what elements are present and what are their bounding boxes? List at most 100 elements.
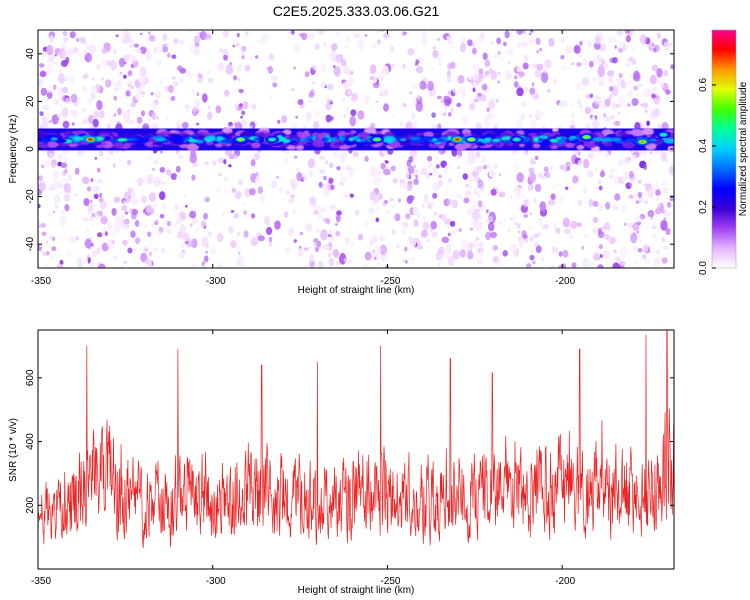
spectrogram-speckle-blob — [166, 220, 172, 227]
spectrogram-speckle-blob — [118, 57, 126, 68]
spectrogram-speckle-blob — [204, 161, 210, 166]
spectrogram-speckle-blob — [446, 198, 452, 206]
spectrogram-speckle-blob — [90, 92, 96, 100]
spectrogram-speckle-blob — [421, 229, 428, 238]
spectrogram-speckle-blob — [583, 158, 590, 169]
spectrogram-speckle-blob — [123, 74, 127, 79]
spectrogram-speckle-blob — [141, 195, 147, 204]
spectrogram-speckle-blob — [627, 103, 631, 107]
spectrogram-speckle-blob — [255, 172, 259, 177]
spectrogram-speckle-blob — [479, 251, 483, 256]
spectrogram-speckle-blob — [354, 209, 360, 216]
spectrogram-hotspot — [375, 138, 379, 141]
spectrogram-speckle-blob — [529, 212, 533, 216]
spectrogram-band-blob — [296, 145, 304, 151]
spectrogram-speckle-blob — [160, 150, 163, 154]
spectrogram-speckle-blob — [529, 87, 536, 96]
snr-x-tick-label: -200 — [555, 576, 575, 587]
spectrogram-speckle-blob — [657, 124, 662, 128]
spectrogram-speckle-blob — [544, 64, 551, 69]
spectrogram-speckle-blob — [166, 169, 172, 176]
spectrogram-speckle-blob — [66, 250, 73, 257]
snr-y-tick-label: 200 — [25, 496, 36, 513]
spectrogram-speckle-blob — [492, 244, 499, 251]
spectrogram-speckle-blob — [488, 68, 493, 74]
spectrogram-speckle-blob — [456, 193, 463, 199]
spectrogram-speckle-blob — [117, 107, 122, 116]
spectrogram-speckle-blob — [665, 160, 668, 164]
spectrogram-band-blob — [519, 143, 525, 148]
spectrogram-speckle-blob — [64, 168, 68, 174]
spectrogram-speckle-blob — [437, 95, 442, 100]
spectrogram-speckle-blob — [412, 206, 419, 216]
spectrogram-speckle-blob — [528, 39, 533, 46]
spectrogram-speckle-blob — [401, 221, 409, 228]
spectrogram-speckle-blob — [448, 178, 452, 184]
spectrogram-speckle-blob — [503, 41, 507, 47]
spectrogram-speckle-blob — [113, 196, 121, 204]
spectrogram-speckle-blob — [288, 226, 295, 236]
spectrogram-speckle-blob — [536, 50, 540, 54]
spectrogram-speckle-blob — [53, 84, 57, 90]
spectrogram-speckle-blob — [533, 161, 537, 164]
spectrogram-speckle-blob — [446, 35, 453, 41]
spectrogram-speckle-blob — [122, 219, 130, 230]
spectrogram-speckle-blob — [329, 246, 333, 249]
spectrogram-speckle-blob — [458, 86, 466, 96]
spectrogram-speckle-blob — [541, 225, 546, 230]
spectrogram-speckle-blob — [427, 155, 433, 162]
spectrogram-speckle-blob — [303, 247, 309, 251]
spectrogram-speckle-blob — [151, 223, 155, 228]
spectrogram-speckle-blob — [343, 191, 349, 199]
spectrogram-speckle-blob — [317, 212, 323, 220]
spectrogram-speckle-blob — [307, 31, 315, 40]
spectrogram-speckle-blob — [626, 34, 631, 43]
spectrogram-speckle-blob — [192, 263, 197, 267]
spectrogram-speckle-blob — [69, 31, 76, 39]
spectrogram-speckle-blob — [614, 256, 622, 262]
spectrogram-speckle-blob — [150, 101, 158, 111]
spectrogram-speckle-blob — [611, 102, 617, 110]
spectrogram-speckle-blob — [185, 204, 188, 208]
spectrogram-speckle-blob — [236, 245, 243, 253]
spectrogram-speckle-blob — [122, 239, 128, 246]
spectrogram-hotspot — [585, 136, 588, 138]
spectrogram-y-tick-label: 20 — [25, 95, 36, 107]
spectrogram-speckle-blob — [304, 71, 310, 78]
spectrogram-speckle-blob — [609, 57, 616, 64]
spectrogram-speckle-blob — [460, 239, 469, 250]
spectrogram-speckle-blob — [627, 222, 632, 228]
spectrogram-band-blob — [625, 138, 636, 143]
spectrogram-speckle-blob — [467, 158, 474, 166]
spectrogram-speckle-blob — [54, 53, 57, 57]
spectrogram-speckle-blob — [591, 115, 596, 122]
spectrogram-band-blob — [348, 137, 355, 142]
spectrogram-speckle-blob — [496, 37, 501, 45]
spectrogram-speckle-blob — [465, 183, 469, 188]
spectrogram-speckle-blob — [51, 236, 56, 241]
spectrogram-band-blob — [332, 137, 338, 140]
spectrogram-speckle-blob — [587, 153, 594, 159]
spectrogram-speckle-blob — [625, 61, 630, 68]
spectrogram-speckle-blob — [597, 264, 604, 268]
spectrogram-speckle-blob — [456, 80, 459, 84]
spectrogram-band-blob — [646, 134, 652, 138]
spectrogram-speckle-blob — [469, 102, 476, 111]
spectrogram-band-blob — [523, 137, 529, 142]
spectrogram-speckle-blob — [488, 100, 496, 110]
spectrogram-speckle-blob — [517, 42, 523, 48]
spectrogram-speckle-blob — [373, 245, 382, 255]
spectrogram-speckle-blob — [250, 236, 253, 241]
spectrogram-speckle-blob — [249, 57, 252, 60]
spectrogram-speckle-blob — [452, 227, 458, 235]
spectrogram-speckle-blob — [645, 109, 648, 114]
spectrogram-speckle-blob — [186, 108, 190, 113]
spectrogram-speckle-blob — [581, 77, 590, 86]
spectrogram-speckle-blob — [555, 183, 560, 189]
spectrogram-speckle-blob — [534, 69, 542, 78]
spectrogram-speckle-blob — [166, 42, 170, 48]
spectrogram-speckle-blob — [432, 192, 438, 199]
spectrogram-speckle-blob — [539, 47, 542, 52]
spectrogram-speckle-blob — [94, 34, 98, 38]
spectrogram-speckle-blob — [471, 79, 475, 83]
